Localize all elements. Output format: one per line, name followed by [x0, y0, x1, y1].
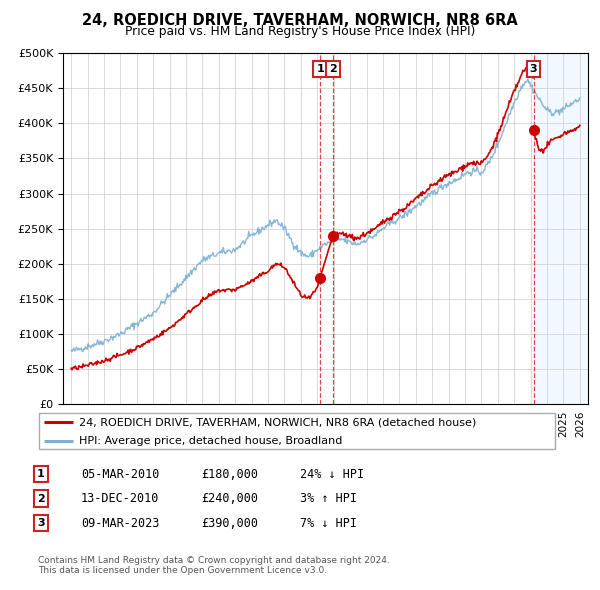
- Text: 2: 2: [37, 494, 44, 503]
- Text: 1: 1: [37, 470, 44, 479]
- Text: 3% ↑ HPI: 3% ↑ HPI: [300, 492, 357, 505]
- Text: HPI: Average price, detached house, Broadland: HPI: Average price, detached house, Broa…: [79, 437, 342, 446]
- Text: 24% ↓ HPI: 24% ↓ HPI: [300, 468, 364, 481]
- Text: 24, ROEDICH DRIVE, TAVERHAM, NORWICH, NR8 6RA: 24, ROEDICH DRIVE, TAVERHAM, NORWICH, NR…: [82, 13, 518, 28]
- Text: Contains HM Land Registry data © Crown copyright and database right 2024.: Contains HM Land Registry data © Crown c…: [38, 556, 389, 565]
- Bar: [533, 53, 588, 404]
- Text: Price paid vs. HM Land Registry's House Price Index (HPI): Price paid vs. HM Land Registry's House …: [125, 25, 475, 38]
- Text: 05-MAR-2010: 05-MAR-2010: [81, 468, 160, 481]
- Text: 3: 3: [530, 64, 538, 74]
- Text: 2: 2: [329, 64, 337, 74]
- Text: £390,000: £390,000: [201, 517, 258, 530]
- Text: 09-MAR-2023: 09-MAR-2023: [81, 517, 160, 530]
- Text: £180,000: £180,000: [201, 468, 258, 481]
- FancyBboxPatch shape: [38, 413, 556, 450]
- Text: This data is licensed under the Open Government Licence v3.0.: This data is licensed under the Open Gov…: [38, 566, 327, 575]
- Text: 3: 3: [37, 519, 44, 528]
- Text: 7% ↓ HPI: 7% ↓ HPI: [300, 517, 357, 530]
- Text: 13-DEC-2010: 13-DEC-2010: [81, 492, 160, 505]
- Text: 24, ROEDICH DRIVE, TAVERHAM, NORWICH, NR8 6RA (detached house): 24, ROEDICH DRIVE, TAVERHAM, NORWICH, NR…: [79, 417, 476, 427]
- Text: 1: 1: [316, 64, 324, 74]
- Text: £240,000: £240,000: [201, 492, 258, 505]
